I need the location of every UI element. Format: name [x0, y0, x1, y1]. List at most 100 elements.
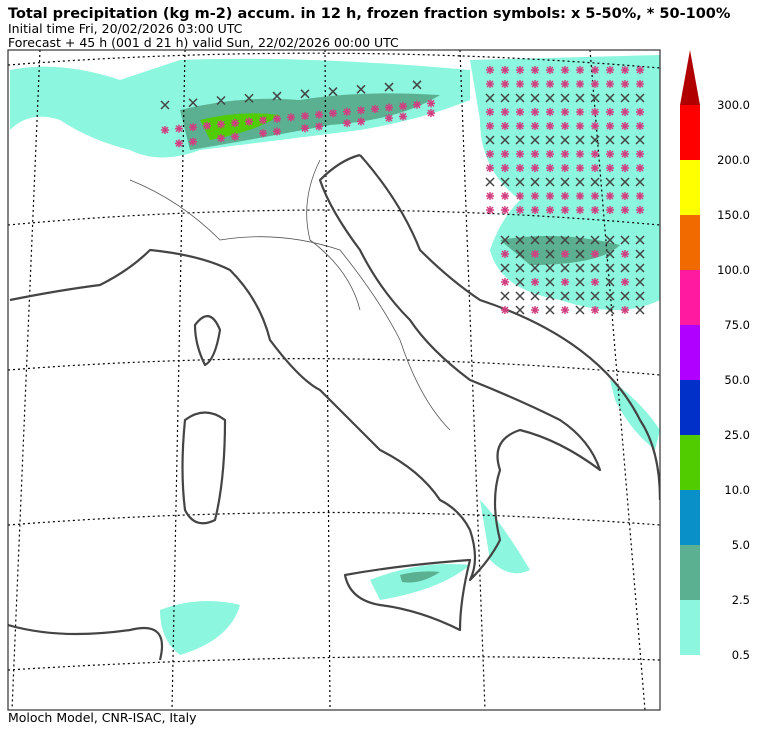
sleet-cross	[515, 305, 525, 315]
snow-star	[546, 150, 554, 158]
sleet-cross	[530, 291, 540, 301]
snow-star	[621, 150, 629, 158]
snow-star	[561, 150, 569, 158]
snow-star	[531, 192, 539, 200]
snow-star	[561, 164, 569, 172]
sleet-cross	[560, 135, 570, 145]
snow-star	[175, 139, 183, 148]
snow-star	[546, 206, 554, 214]
snow-star	[591, 66, 599, 74]
snow-star	[273, 127, 281, 136]
colorbar-label: 50.0	[724, 373, 750, 387]
sleet-cross	[530, 263, 540, 273]
snow-star	[561, 66, 569, 74]
sleet-cross	[635, 93, 645, 103]
credit: Moloch Model, CNR-ISAC, Italy	[8, 710, 197, 725]
snow-star	[501, 150, 509, 158]
snow-star	[343, 107, 351, 116]
snow-star	[591, 278, 599, 286]
snow-star	[591, 122, 599, 130]
colorbar-segment	[680, 490, 700, 545]
snow-star	[546, 164, 554, 172]
snow-star	[591, 150, 599, 158]
frozen-symbols	[160, 66, 645, 315]
snow-star	[301, 112, 309, 120]
sleet-cross	[515, 263, 525, 273]
sleet-cross	[545, 249, 555, 259]
sleet-cross	[530, 135, 540, 145]
borders	[129, 159, 451, 431]
sleet-cross	[605, 305, 615, 315]
snow-star	[501, 306, 509, 314]
sleet-cross	[545, 235, 555, 245]
sleet-cross	[328, 87, 338, 97]
snow-star	[531, 66, 539, 74]
snow-star	[357, 106, 365, 115]
colorbar-segment	[680, 325, 700, 380]
snow-star	[636, 192, 644, 200]
snow-star	[486, 150, 494, 158]
snow-star	[531, 306, 539, 314]
initial-time: Initial time Fri, 20/02/2026 03:00 UTC	[8, 21, 243, 36]
sleet-cross	[620, 135, 630, 145]
sleet-cross	[560, 93, 570, 103]
sleet-cross	[635, 305, 645, 315]
snow-star	[576, 206, 584, 214]
sleet-cross	[485, 135, 495, 145]
sleet-cross	[575, 291, 585, 301]
snow-star	[486, 108, 494, 116]
snow-star	[531, 164, 539, 172]
snow-star	[621, 164, 629, 172]
snow-star	[161, 126, 169, 134]
snow-star	[591, 206, 599, 214]
snow-star	[385, 103, 393, 112]
snow-star	[531, 122, 539, 130]
snow-star	[259, 129, 267, 138]
sleet-cross	[500, 291, 510, 301]
snow-star	[561, 192, 569, 200]
snow-star	[576, 122, 584, 130]
colorbar-label: 2.5	[732, 593, 750, 607]
sleet-cross	[575, 177, 585, 187]
sleet-cross	[515, 277, 525, 287]
sleet-cross	[515, 177, 525, 187]
snow-star	[486, 80, 494, 88]
snow-star	[621, 80, 629, 88]
sleet-cross	[500, 93, 510, 103]
snow-star	[231, 119, 239, 127]
snow-star	[636, 80, 644, 88]
colorbar-label: 5.0	[732, 538, 750, 552]
snow-star	[591, 80, 599, 88]
snow-star	[516, 192, 524, 200]
snow-star	[287, 113, 295, 122]
snow-star	[501, 206, 509, 214]
snow-star	[531, 80, 539, 88]
coastlines	[8, 153, 660, 661]
snow-star	[561, 122, 569, 130]
snow-star	[315, 110, 323, 119]
sleet-cross	[188, 98, 198, 108]
map-frame	[7, 49, 661, 711]
snow-star	[636, 206, 644, 214]
sleet-cross	[485, 93, 495, 103]
snow-star	[591, 306, 599, 314]
snow-star	[501, 164, 509, 172]
colorbar-segment	[680, 545, 700, 600]
snow-star	[516, 80, 524, 88]
snow-star	[576, 164, 584, 172]
snow-star	[486, 122, 494, 130]
sleet-cross	[500, 263, 510, 273]
snow-star	[546, 192, 554, 200]
sleet-cross	[500, 235, 510, 245]
sleet-cross	[384, 82, 394, 92]
sleet-cross	[635, 177, 645, 187]
sleet-cross	[590, 135, 600, 145]
snow-star	[636, 66, 644, 74]
snow-star	[621, 192, 629, 200]
snow-star	[621, 108, 629, 116]
forecast: Forecast + 45 h (001 d 21 h) valid Sun, …	[8, 35, 399, 50]
snow-star	[606, 206, 614, 214]
sleet-cross	[620, 263, 630, 273]
snow-star	[576, 80, 584, 88]
